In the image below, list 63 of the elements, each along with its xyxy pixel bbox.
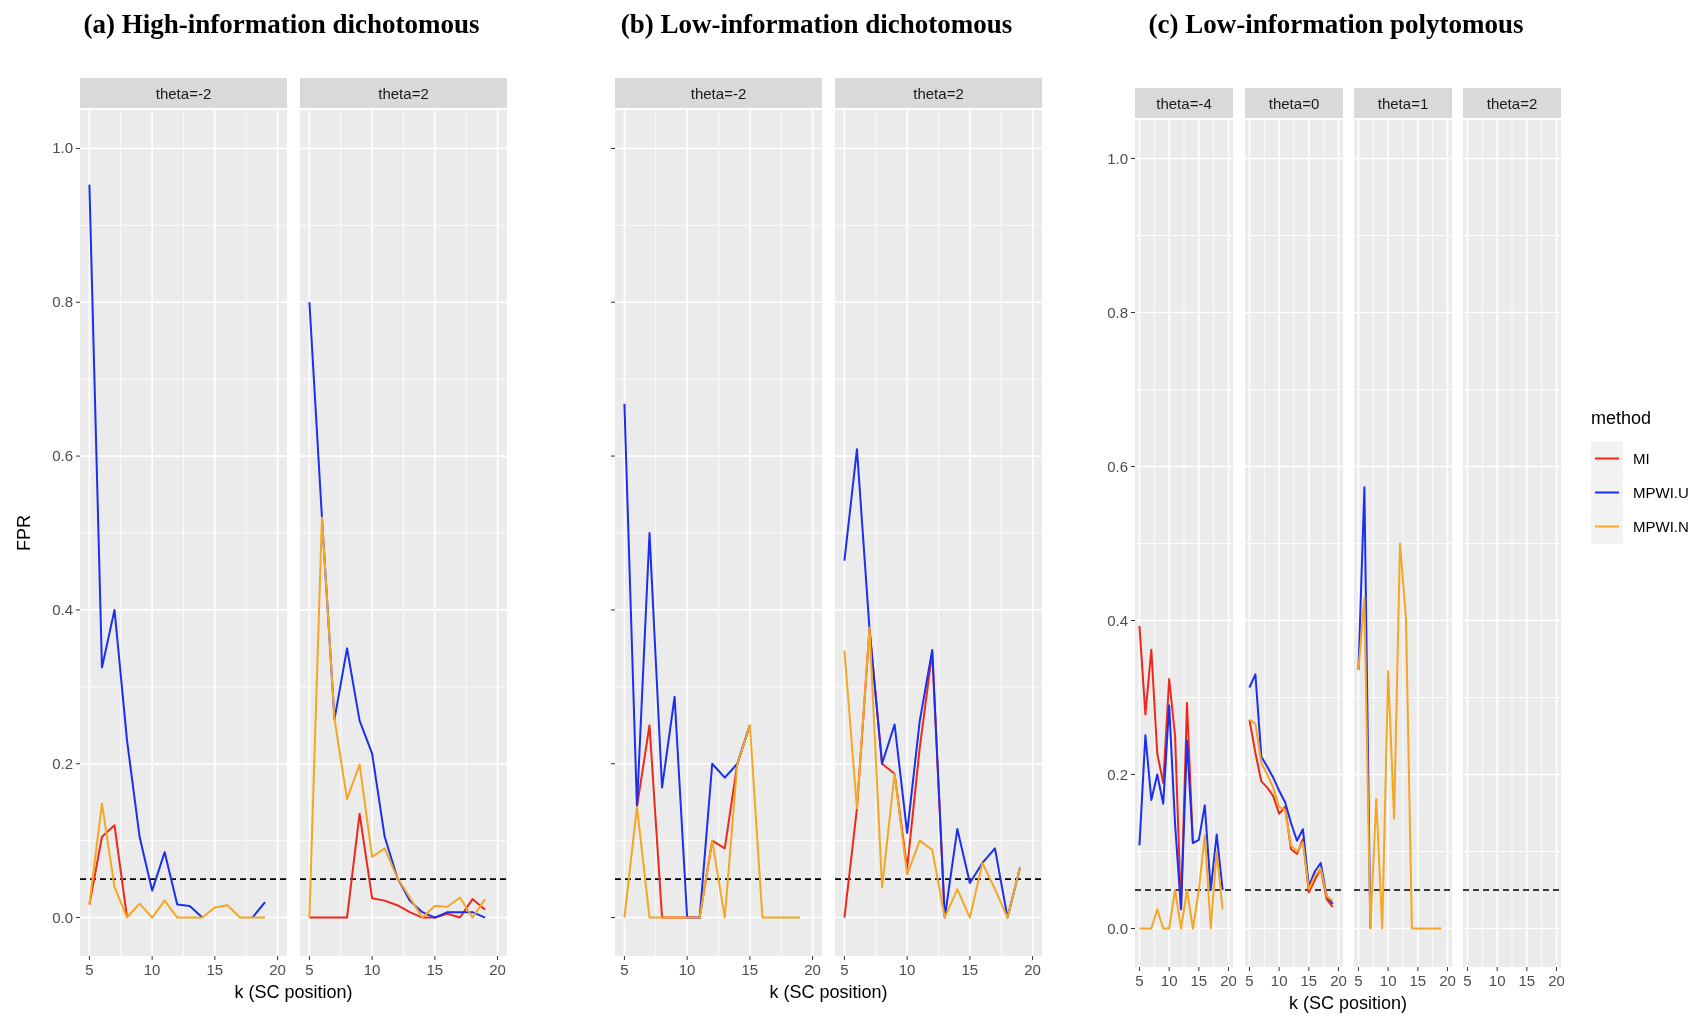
- x-tick-label: 5: [1245, 972, 1254, 989]
- x-tick-label: 15: [426, 961, 444, 978]
- x-tick-label: 15: [1300, 972, 1318, 989]
- x-tick-label: 5: [1354, 972, 1363, 989]
- x-tick-label: 20: [1024, 961, 1041, 978]
- x-axis-title: k (SC position): [234, 982, 353, 1002]
- x-tick-label: 20: [1439, 972, 1456, 989]
- chart-subtitle: theta=2: [913, 85, 964, 102]
- x-tick-label: 10: [1379, 972, 1397, 989]
- y-tick-label: 0.4: [52, 600, 73, 618]
- y-tick-label: 0.6: [52, 447, 73, 465]
- x-tick-label: 5: [305, 961, 314, 978]
- chart-title: (a) High-information dichotomous: [83, 9, 480, 39]
- x-tick-label: 5: [840, 961, 849, 978]
- legend-title: method: [1591, 407, 1652, 428]
- y-tick-label: 1.0: [1107, 149, 1128, 167]
- x-tick-label: 10: [1270, 972, 1288, 989]
- y-tick-label: 0.8: [1107, 303, 1128, 321]
- chart-subtitle: theta=-2: [690, 85, 747, 102]
- x-tick-label: 15: [1190, 972, 1208, 989]
- y-tick-label: 0.4: [1107, 611, 1128, 629]
- chart-title: (b) Low-information dichotomous: [620, 9, 1013, 39]
- x-tick-label: 20: [1220, 972, 1237, 989]
- x-tick-label: 10: [678, 961, 696, 978]
- y-tick-label: 0.2: [52, 754, 73, 772]
- x-tick-label: 20: [1330, 972, 1347, 989]
- chart-subtitle: theta=0: [1268, 95, 1320, 112]
- x-tick-label: 15: [961, 961, 979, 978]
- x-tick-label: 20: [489, 961, 506, 978]
- x-axis-title: k (SC position): [1288, 993, 1408, 1013]
- x-tick-label: 10: [143, 961, 161, 978]
- x-tick-label: 20: [1548, 972, 1565, 989]
- y-tick-label: 0.0: [52, 908, 73, 926]
- y-tick-label: 1.0: [52, 139, 73, 157]
- y-axis-title: FPR: [14, 515, 34, 551]
- x-tick-label: 5: [1463, 972, 1472, 989]
- y-tick-label: 0.2: [1107, 765, 1128, 783]
- chart-subtitle: theta=1: [1377, 95, 1429, 112]
- x-tick-label: 5: [620, 961, 629, 978]
- chart-subtitle: theta=-4: [1156, 95, 1212, 112]
- y-tick-label: 0.6: [1107, 457, 1128, 475]
- x-tick-label: 10: [1488, 972, 1506, 989]
- chart-subtitle: theta=-2: [155, 85, 212, 102]
- x-tick-label: 15: [1518, 972, 1536, 989]
- chart-subtitle: theta=2: [1486, 95, 1538, 112]
- x-tick-label: 10: [363, 961, 381, 978]
- text: (c) Low-information polytomous: [1148, 9, 1524, 39]
- y-tick-label: 0.8: [52, 293, 73, 311]
- y-tick-label: 0.0: [1107, 919, 1128, 937]
- legend-label: MPWI.N: [1633, 517, 1689, 535]
- x-tick-label: 5: [85, 961, 94, 978]
- x-axis-title: k (SC position): [769, 982, 888, 1002]
- x-tick-label: 15: [206, 961, 224, 978]
- legend-label: MPWI.U: [1633, 483, 1689, 501]
- x-tick-label: 15: [741, 961, 759, 978]
- x-tick-label: 20: [269, 961, 286, 978]
- x-tick-label: 10: [898, 961, 916, 978]
- x-tick-label: 5: [1135, 972, 1144, 989]
- x-tick-label: 10: [1160, 972, 1178, 989]
- legend-label: MI: [1633, 449, 1650, 467]
- x-tick-label: 15: [1409, 972, 1427, 989]
- x-tick-label: 20: [804, 961, 821, 978]
- chart-subtitle: theta=2: [378, 85, 429, 102]
